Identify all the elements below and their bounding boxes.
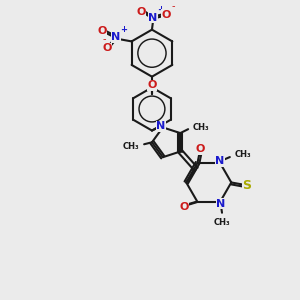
Text: CH₃: CH₃ xyxy=(193,123,210,132)
Text: CH₃: CH₃ xyxy=(123,142,139,151)
Text: O: O xyxy=(136,7,146,17)
Text: O: O xyxy=(147,80,157,91)
Text: S: S xyxy=(242,179,251,192)
Text: O: O xyxy=(196,144,205,154)
Text: N: N xyxy=(216,199,226,209)
Text: +: + xyxy=(120,25,127,34)
Text: CH₃: CH₃ xyxy=(214,218,230,226)
Text: N: N xyxy=(111,32,121,43)
Text: O: O xyxy=(102,43,112,53)
Text: O: O xyxy=(179,202,188,212)
Text: CH₃: CH₃ xyxy=(235,150,251,159)
Text: -: - xyxy=(102,34,106,44)
Text: N: N xyxy=(215,156,225,166)
Text: N: N xyxy=(148,13,158,23)
Text: O: O xyxy=(162,10,171,20)
Text: -: - xyxy=(172,1,175,11)
Text: +: + xyxy=(157,5,164,14)
Text: N: N xyxy=(156,122,166,131)
Text: O: O xyxy=(98,26,107,36)
